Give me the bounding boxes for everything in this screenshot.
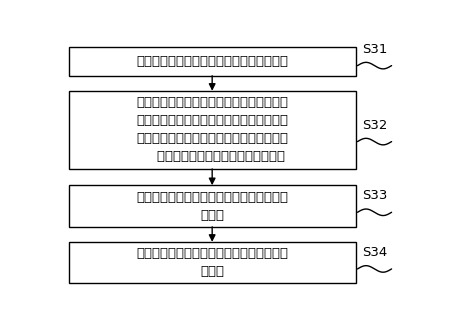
Text: S32: S32 xyxy=(362,118,387,131)
Text: 检查服务器上当前的分组信息数据是否上锁: 检查服务器上当前的分组信息数据是否上锁 xyxy=(136,55,288,68)
Bar xyxy=(69,91,356,169)
Text: S31: S31 xyxy=(362,43,387,56)
Bar xyxy=(69,185,356,227)
Text: S33: S33 xyxy=(362,189,387,202)
Text: 如否，则判断为不冲突，并对服务器上当前
的分组信息数据进行上锁；如是，则判断为
冲突，返回冲突提示，更新本地的分组信息
    数据，同时保持分组结果直至解锁；: 如否，则判断为不冲突，并对服务器上当前 的分组信息数据进行上锁；如是，则判断为 … xyxy=(136,96,288,164)
Text: 将收到的客户端分组结果保存为新的分组信
息数据: 将收到的客户端分组结果保存为新的分组信 息数据 xyxy=(136,191,288,222)
Text: 释放锁，并将新的分组信息数据推送至其他
客户端: 释放锁，并将新的分组信息数据推送至其他 客户端 xyxy=(136,247,288,278)
Bar xyxy=(69,242,356,284)
Text: S34: S34 xyxy=(362,246,387,259)
Bar xyxy=(69,47,356,76)
